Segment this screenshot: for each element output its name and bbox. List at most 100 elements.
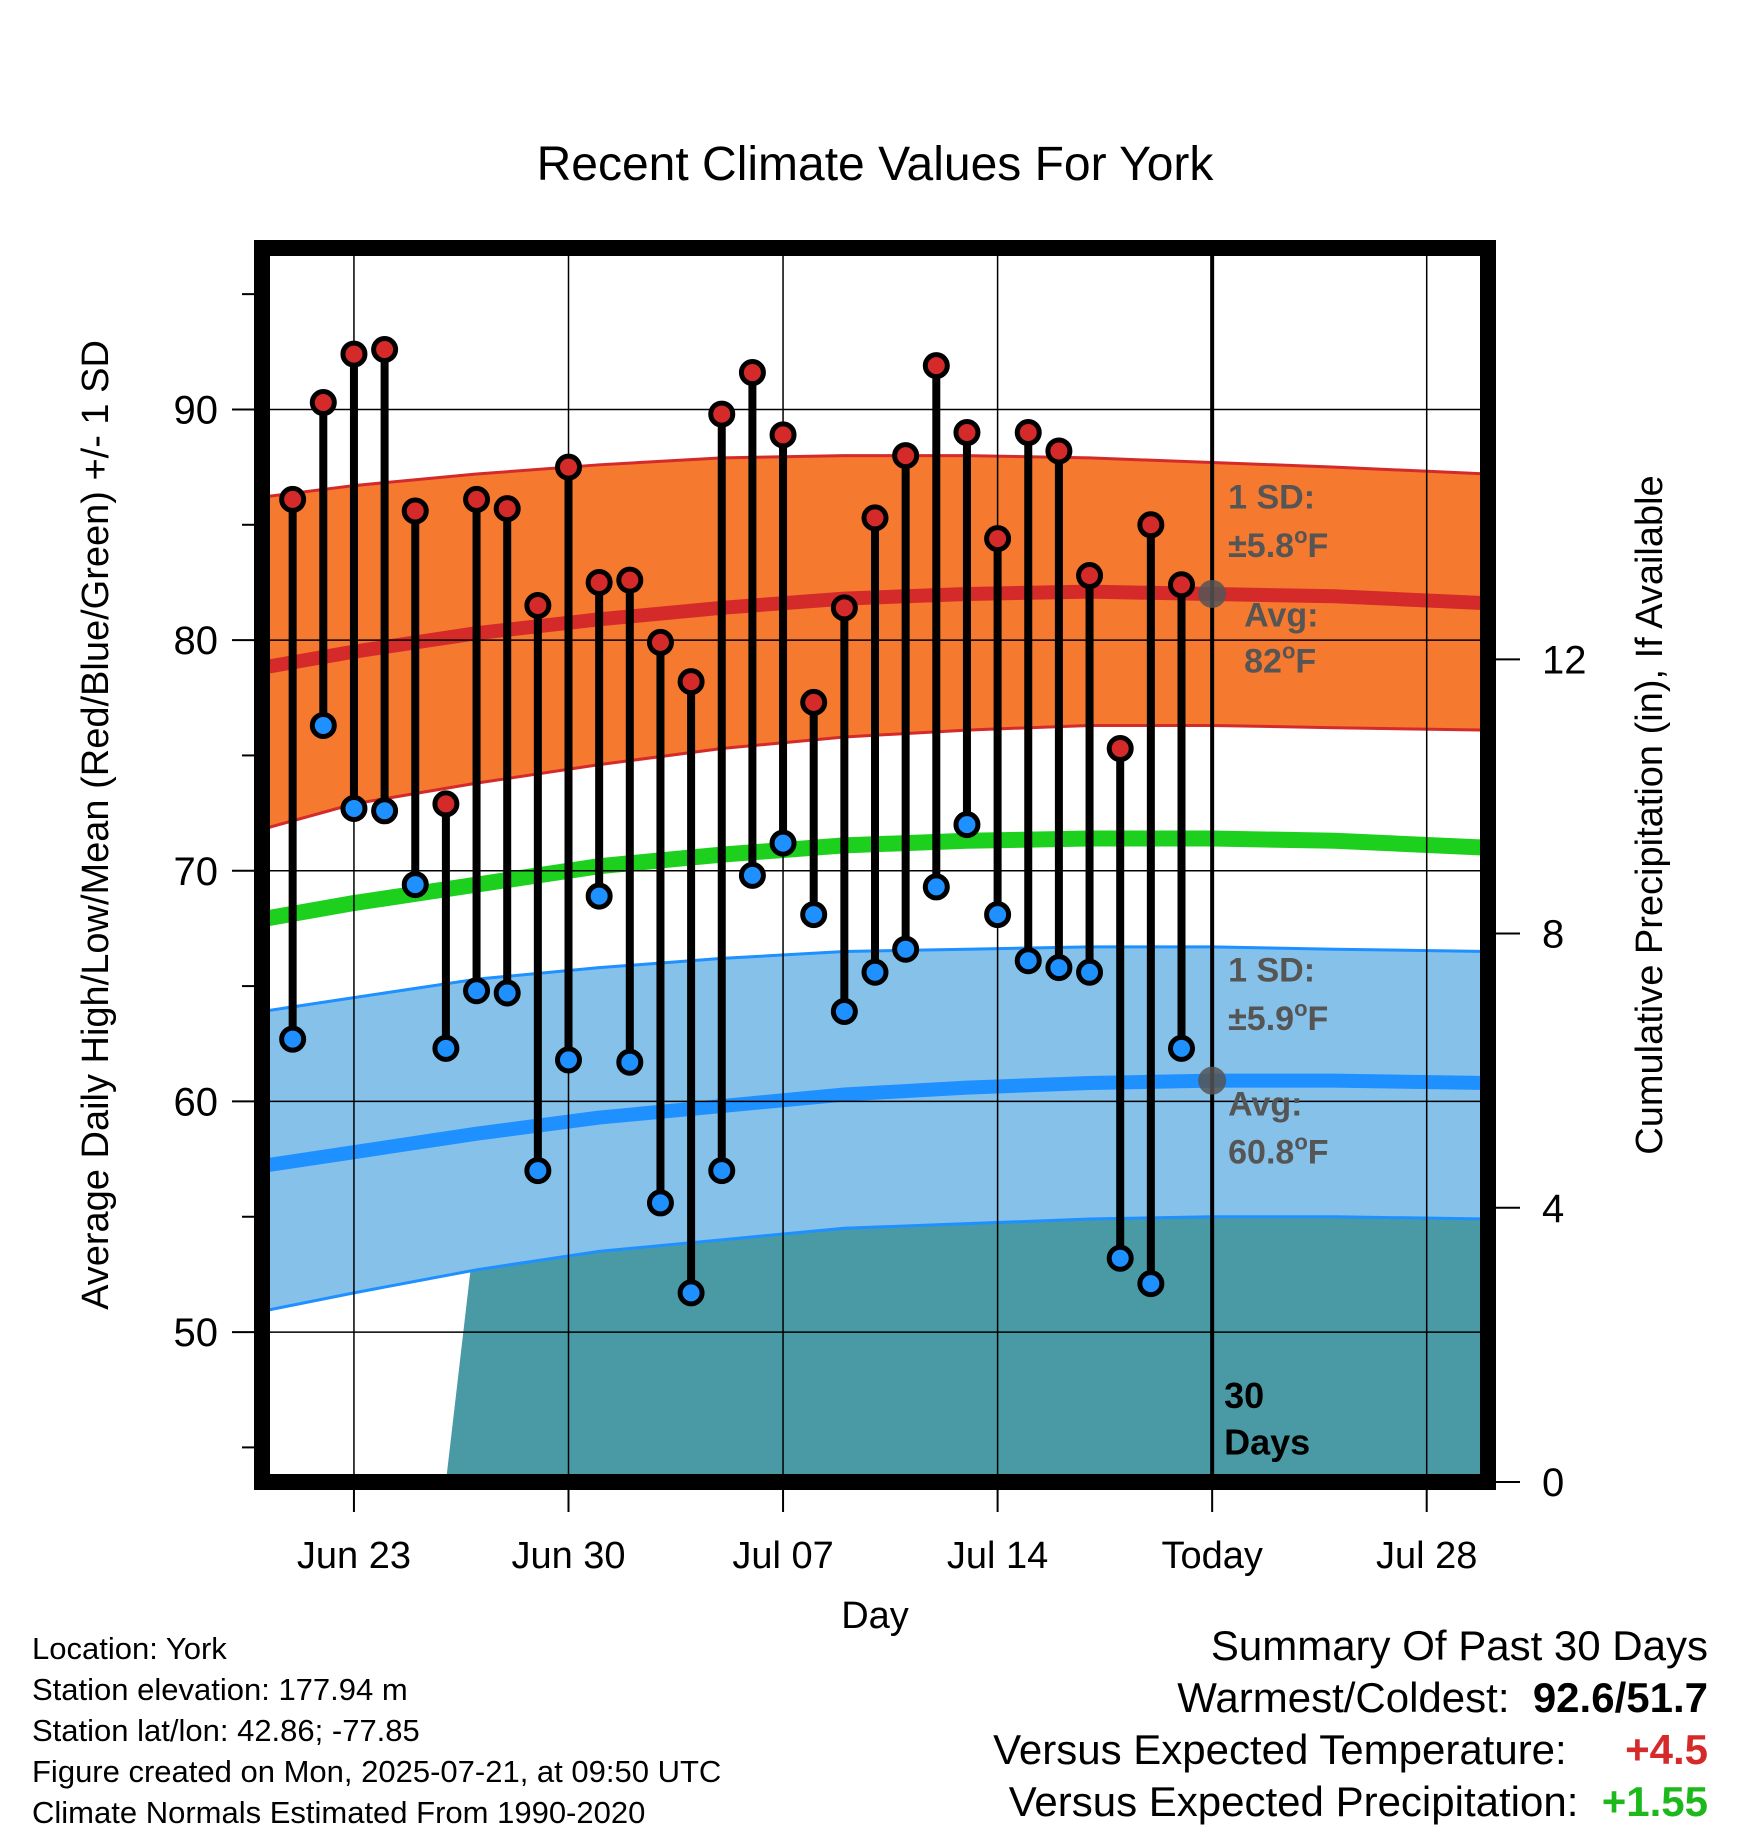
x-tick-label: Jun 23 — [297, 1535, 411, 1577]
y-tick-label: 70 — [174, 850, 219, 894]
high-point — [1168, 571, 1195, 599]
high-point — [800, 688, 828, 716]
low-point — [463, 977, 491, 1005]
low-point — [830, 997, 858, 1025]
low-point — [309, 711, 337, 739]
high-point — [738, 359, 766, 387]
high-point — [1076, 562, 1104, 590]
warm-cold-label: Warmest/Coldest: — [1177, 1674, 1510, 1721]
high-point — [922, 352, 950, 380]
y2-tick-label: 8 — [1542, 913, 1564, 957]
location-text: Location: York — [32, 1631, 227, 1666]
high-point — [984, 525, 1012, 553]
low-point — [953, 811, 981, 839]
high-sd-band-upper-edge — [262, 454, 1488, 499]
low-point — [646, 1189, 674, 1217]
x-tick-label: Today — [1161, 1535, 1262, 1577]
precip-row: Versus Expected Precipitation: +1.55 — [993, 1776, 1708, 1828]
low-point — [1014, 947, 1042, 975]
high-point — [953, 419, 981, 447]
created-text: Figure created on Mon, 2025-07-21, at 09… — [32, 1754, 722, 1789]
high-sd-value: ±5.8oF — [1228, 523, 1328, 565]
low-avg-line — [262, 1073, 1488, 1173]
y-tick-label: 60 — [174, 1080, 219, 1124]
low-point — [738, 861, 766, 889]
low-point — [340, 794, 368, 822]
temp-row: Versus Expected Temperature: +4.5 — [993, 1724, 1708, 1776]
high-point — [309, 389, 337, 417]
high-point — [401, 497, 429, 525]
high-avg-label: Avg: — [1244, 596, 1318, 634]
low-point — [984, 901, 1012, 929]
high-point — [616, 566, 644, 594]
low-point — [555, 1046, 582, 1074]
high-point — [340, 340, 368, 368]
summary-panel: Summary Of Past 30 Days Warmest/Coldest:… — [993, 1620, 1708, 1828]
high-point — [279, 485, 307, 513]
low-point — [800, 901, 828, 929]
precip-value: +1.55 — [1601, 1778, 1708, 1825]
low-point — [1168, 1034, 1195, 1062]
high-point — [463, 485, 491, 513]
high-point — [1106, 735, 1134, 763]
high-point — [524, 592, 552, 620]
high-point — [1014, 419, 1042, 447]
high-point — [830, 594, 858, 622]
x-tick-label: Jul 07 — [732, 1535, 833, 1577]
high-point — [708, 400, 736, 428]
temp-value: +4.5 — [1625, 1726, 1708, 1773]
x-axis-label: Day — [841, 1595, 909, 1637]
high-point — [769, 421, 797, 449]
low-point — [1106, 1244, 1134, 1272]
x-tick-label: Jun 30 — [511, 1535, 625, 1577]
low-point — [677, 1279, 705, 1307]
high-point — [371, 335, 399, 363]
normals-text: Climate Normals Estimated From 1990-2020 — [32, 1795, 646, 1830]
x-tick-label: Jul 28 — [1376, 1535, 1477, 1577]
low-point — [524, 1157, 552, 1185]
coldest-value: 51.7 — [1626, 1674, 1708, 1721]
high-point — [861, 504, 889, 532]
warmest-value: 92.6 — [1532, 1674, 1615, 1721]
low-point — [922, 873, 950, 901]
low-sd-label: 1 SD: — [1228, 951, 1315, 989]
high-point — [646, 628, 674, 656]
high-point — [1137, 511, 1165, 539]
low-avg-today-dot — [1198, 1066, 1227, 1095]
temp-label: Versus Expected Temperature: — [993, 1726, 1567, 1773]
elevation-text: Station elevation: 177.94 m — [32, 1672, 408, 1707]
low-point — [708, 1157, 736, 1185]
high-sd-label: 1 SD: — [1228, 479, 1315, 517]
plot-frame — [254, 240, 1496, 1490]
days-count-label: 30 — [1224, 1375, 1264, 1416]
y2-axis-label: Cumulative Precipitation (in), If Availa… — [1629, 475, 1671, 1154]
high-point — [677, 668, 705, 696]
low-point — [401, 871, 429, 899]
plot-area — [262, 248, 1488, 1482]
low-point — [493, 979, 521, 1007]
low-point — [861, 958, 889, 986]
x-tick-label: Jul 14 — [947, 1535, 1048, 1577]
low-avg-value: 60.8oF — [1228, 1130, 1328, 1172]
precip-label: Versus Expected Precipitation: — [1008, 1778, 1579, 1825]
low-point — [892, 935, 920, 963]
y-axis-label: Average Daily High/Low/Mean (Red/Blue/Gr… — [75, 340, 117, 1310]
low-point — [279, 1025, 307, 1053]
high-avg-today-dot — [1198, 579, 1227, 608]
low-sd-band-lower-edge — [262, 1215, 1488, 1313]
low-avg-label: Avg: — [1228, 1085, 1302, 1123]
low-point — [432, 1034, 460, 1062]
low-point — [585, 882, 613, 910]
y2-tick-label: 0 — [1542, 1461, 1564, 1505]
high-point — [1045, 437, 1073, 465]
low-point — [1045, 954, 1073, 982]
warm-cold-row: Warmest/Coldest: 92.6/51.7 — [1177, 1674, 1708, 1721]
high-point — [555, 453, 582, 481]
y2-tick-label: 4 — [1542, 1187, 1564, 1231]
high-point — [892, 442, 920, 470]
latlon-text: Station lat/lon: 42.86; -77.85 — [32, 1713, 420, 1748]
high-point — [432, 790, 460, 818]
low-point — [371, 797, 399, 825]
low-sd-value: ±5.9oF — [1228, 996, 1328, 1038]
y2-tick-label: 12 — [1542, 638, 1587, 682]
